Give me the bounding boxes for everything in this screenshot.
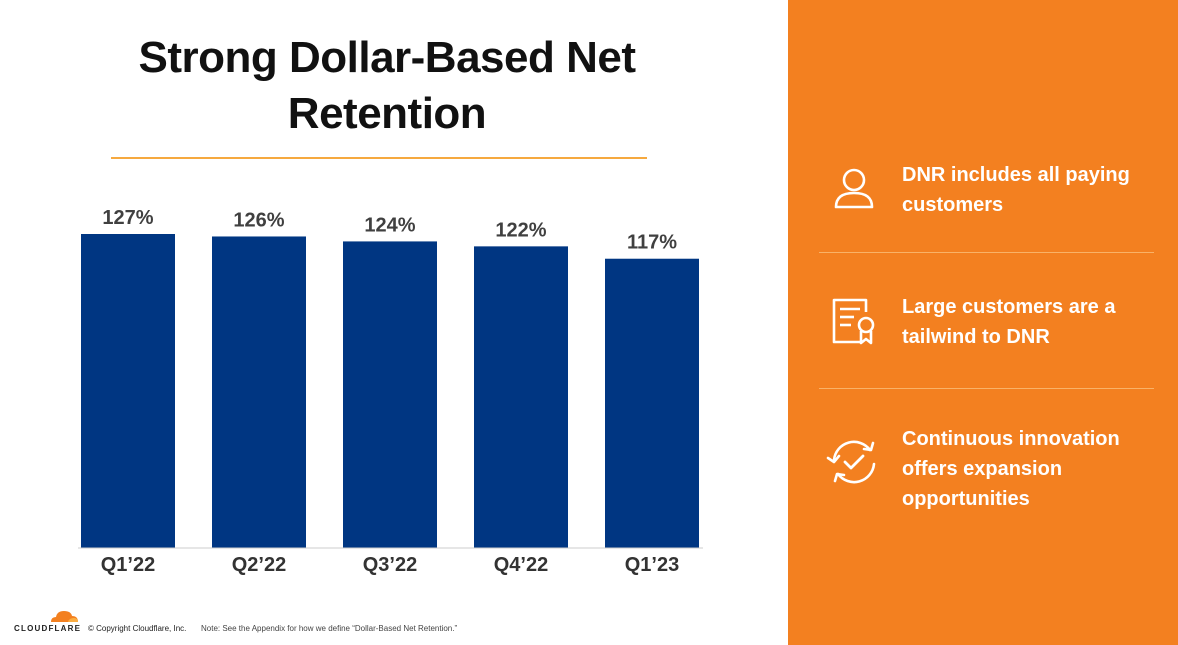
page-title: Strong Dollar-Based Net Retention [138,33,636,138]
bar-5 [605,258,699,548]
certificate-icon [832,298,875,345]
bars-group: 127% Q1’22 126% Q2’22 124% Q3’22 122% Q4’22 117%… [81,207,699,576]
divider [819,252,1154,253]
bar-1 [81,234,175,548]
cloudflare-cloud-icon [51,611,78,622]
x-tick-label: Q4’22 [494,554,548,576]
x-tick-label: Q3’22 [363,554,417,576]
x-tick-label: Q2’22 [232,554,286,576]
bar-3 [343,241,437,548]
bar-value-label: 124% [364,214,415,236]
bar-value-label: 122% [495,219,546,241]
title-divider [111,157,647,159]
bar-4 [474,246,568,549]
cloudflare-logo-text: CLOUDFLARE [14,624,82,633]
cycle-check-icon [826,440,876,484]
sidebar-item-text: DNR includes all paying customers [902,164,1130,216]
sidebar-item-text: Large customers are a tailwind to DNR [902,296,1116,348]
x-tick-label: Q1’22 [101,554,155,576]
copyright-text: © Copyright Cloudflare, Inc. [88,624,187,633]
bar-value-label: 126% [233,209,284,231]
person-icon [834,168,874,209]
footnote-text: Note: See the Appendix for how we define… [201,624,458,633]
x-tick-label: Q1’23 [625,554,679,576]
sidebar-item-text: Continuous innovation offers expansion o… [902,428,1120,510]
sidebar-panel: DNR includes all paying customers Large … [788,0,1178,645]
bar-value-label: 117% [627,232,677,254]
bar-value-label: 127% [102,207,153,229]
divider [819,388,1154,389]
bar-2 [212,236,306,548]
bar-chart: 127% Q1’22 126% Q2’22 124% Q3’22 122% Q4’22 117%… [78,207,703,576]
